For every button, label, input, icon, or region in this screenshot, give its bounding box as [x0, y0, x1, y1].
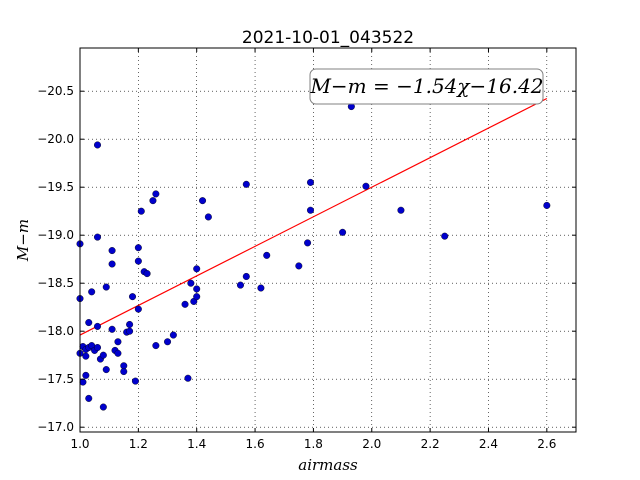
data-point	[94, 141, 102, 149]
data-point	[114, 338, 122, 346]
data-point	[82, 371, 90, 379]
data-point	[94, 233, 102, 241]
x-tick-label: 1.0	[70, 437, 89, 451]
data-point	[304, 239, 312, 247]
data-point	[102, 283, 110, 291]
data-point	[152, 342, 160, 350]
data-point	[204, 213, 212, 221]
data-point	[108, 247, 116, 255]
data-point	[306, 206, 314, 214]
y-tick-label: −18.5	[37, 276, 74, 290]
x-tick-label: 2.6	[537, 437, 556, 451]
fit-equation: M−m = −1.54χ−16.42	[309, 74, 543, 98]
data-point	[543, 201, 551, 209]
data-point	[263, 251, 271, 259]
data-point	[131, 377, 139, 385]
y-tick-label: −19.5	[37, 180, 74, 194]
data-point	[134, 244, 142, 252]
data-point	[362, 182, 370, 190]
y-tick-label: −18.0	[37, 324, 74, 338]
data-point	[236, 281, 244, 289]
data-point	[114, 349, 122, 357]
data-point	[164, 338, 172, 346]
data-point	[99, 403, 107, 411]
data-point	[306, 178, 314, 186]
data-point	[94, 322, 102, 330]
annotation-box: M−m = −1.54χ−16.42	[309, 68, 544, 105]
data-point	[339, 228, 347, 236]
data-point	[102, 366, 110, 374]
data-point	[295, 262, 303, 270]
x-tick-label: 2.4	[479, 437, 498, 451]
data-point	[169, 331, 177, 339]
data-point	[242, 180, 250, 188]
x-tick-label: 1.8	[304, 437, 323, 451]
x-tick-label: 2.0	[362, 437, 381, 451]
data-point	[257, 284, 265, 292]
x-tick-label: 1.2	[129, 437, 148, 451]
data-point	[120, 368, 128, 376]
data-point	[199, 197, 207, 205]
data-point	[129, 293, 137, 301]
data-point	[152, 190, 160, 198]
data-point	[149, 197, 157, 205]
data-point	[99, 351, 107, 359]
data-points	[76, 73, 551, 411]
y-tick-label: −19.0	[37, 228, 74, 242]
x-axis-ticks: 1.0 1.2 1.4 1.6 1.8 2.0 2.2 2.4 2.6	[70, 48, 556, 451]
plot-frame	[79, 47, 577, 433]
data-point	[134, 257, 142, 265]
y-tick-label: −17.5	[37, 372, 74, 386]
data-point	[193, 285, 201, 293]
x-tick-label: 1.6	[246, 437, 265, 451]
data-point	[242, 272, 250, 280]
grid-lines	[79, 48, 576, 432]
data-point	[108, 260, 116, 268]
data-point	[94, 344, 102, 352]
x-axis-label: airmass	[298, 456, 358, 474]
data-point	[85, 394, 93, 402]
y-tick-label: −20.5	[37, 84, 74, 98]
data-point	[184, 374, 192, 382]
chart-title: 2021-10-01_043522	[242, 28, 414, 48]
data-point	[88, 288, 96, 296]
data-point	[134, 305, 142, 313]
data-point	[441, 232, 449, 240]
data-point	[187, 279, 195, 287]
data-point	[79, 378, 87, 386]
x-tick-label: 1.4	[187, 437, 206, 451]
data-point	[126, 327, 134, 335]
data-point	[193, 265, 201, 273]
data-point	[82, 352, 90, 360]
fit-line-group	[79, 97, 548, 336]
x-tick-label: 2.2	[421, 437, 440, 451]
data-point	[181, 300, 189, 308]
y-axis-label: M−m	[14, 219, 32, 262]
y-tick-label: −17.0	[37, 420, 74, 434]
data-point	[108, 325, 116, 333]
data-point	[143, 270, 151, 278]
data-point	[85, 319, 93, 327]
y-tick-label: −20.0	[37, 132, 74, 146]
data-point	[193, 293, 201, 301]
data-point	[137, 207, 145, 215]
fit-line	[79, 97, 548, 336]
data-point	[397, 206, 405, 214]
data-point	[126, 320, 134, 328]
y-axis-ticks: −17.0 −17.5 −18.0 −18.5 −19.0 −19.5 −20.0 −20.5	[37, 84, 576, 434]
